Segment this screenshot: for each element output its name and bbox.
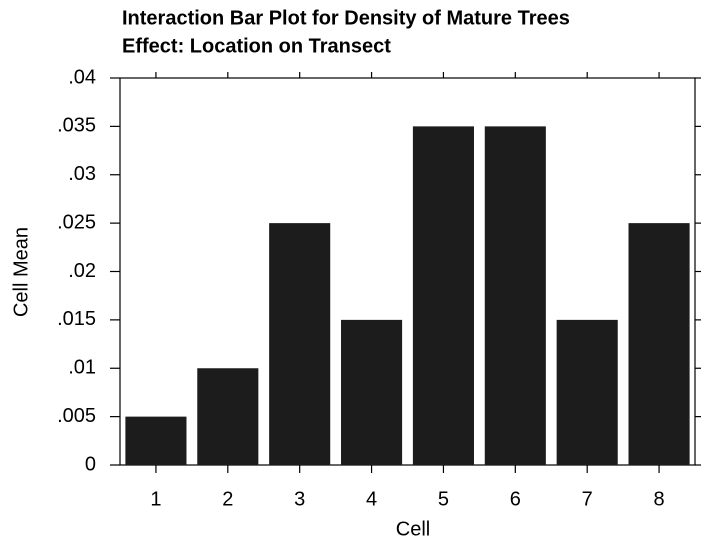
x-tick-label: 3	[294, 488, 305, 510]
bar	[125, 416, 187, 465]
bar	[412, 126, 474, 465]
x-tick-label: 8	[654, 488, 665, 510]
x-tick-label: 2	[222, 488, 233, 510]
x-axis-label: Cell	[396, 518, 430, 540]
x-tick-label: 7	[582, 488, 593, 510]
y-tick-label: .02	[68, 260, 96, 282]
y-tick-label: .025	[57, 211, 96, 233]
y-tick-label: .015	[57, 308, 96, 330]
x-tick-label: 4	[366, 488, 377, 510]
chart-title: Interaction Bar Plot for Density of Matu…	[122, 7, 570, 29]
chart-subtitle: Effect: Location on Transect	[122, 35, 391, 57]
x-tick-label: 1	[150, 488, 161, 510]
x-tick-label: 5	[438, 488, 449, 510]
bar	[628, 223, 690, 465]
bar	[197, 368, 259, 465]
y-tick-label: 0	[85, 453, 96, 475]
bar	[556, 319, 618, 465]
bar	[341, 319, 403, 465]
bar	[484, 126, 546, 465]
bar	[269, 223, 331, 465]
y-axis-label: Cell Mean	[10, 227, 32, 317]
x-tick-label: 6	[510, 488, 521, 510]
y-tick-label: .005	[57, 405, 96, 427]
y-tick-label: .01	[68, 357, 96, 379]
y-tick-label: .035	[57, 115, 96, 137]
y-tick-label: .03	[68, 163, 96, 185]
y-tick-label: .04	[68, 66, 96, 88]
